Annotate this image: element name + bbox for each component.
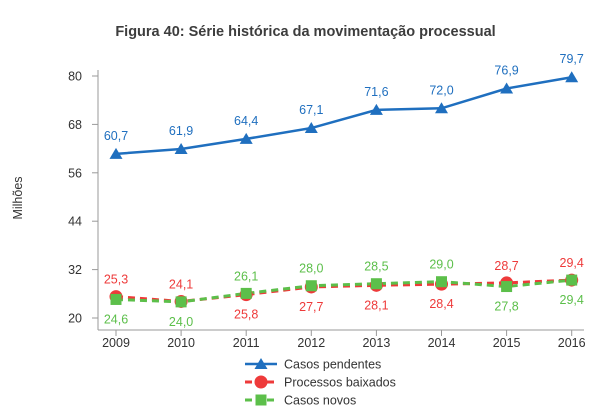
data-point-marker [436, 276, 447, 288]
data-label: 71,6 [364, 85, 388, 99]
data-label: 24,0 [169, 315, 193, 329]
data-label: 29,4 [560, 293, 584, 307]
x-tick-label: 2010 [167, 336, 195, 350]
data-label: 28,7 [494, 259, 518, 273]
data-label: 28,0 [299, 262, 323, 276]
y-tick-label: 56 [68, 166, 82, 180]
data-point-marker [174, 143, 188, 155]
data-point-marker [109, 147, 123, 159]
data-point-marker [370, 278, 382, 290]
y-axis-label: Milhões [11, 176, 25, 219]
series-line-casos-novos [115, 278, 572, 304]
data-point-marker [435, 102, 448, 114]
data-label: 25,3 [104, 273, 128, 287]
data-point-marker [566, 274, 578, 286]
chart-title: Figura 40: Série histórica da movimentaç… [115, 24, 496, 40]
legend-label: Casos novos [284, 394, 356, 408]
y-tick-label: 68 [68, 118, 82, 132]
x-tick-label: 2011 [233, 336, 260, 350]
legend-label: Casos pendentes [284, 358, 381, 372]
x-tick-label: 2016 [558, 336, 586, 350]
data-point-marker [175, 296, 187, 308]
legend-marker [254, 358, 268, 369]
y-tick-label: 32 [68, 263, 82, 277]
data-point-marker [240, 287, 252, 299]
data-label: 79,7 [560, 52, 584, 66]
data-label: 24,6 [104, 312, 128, 326]
x-tick-label: 2015 [493, 336, 521, 350]
data-label: 61,9 [169, 124, 193, 138]
data-label: 24,1 [169, 277, 193, 291]
y-tick-label: 80 [68, 70, 82, 84]
data-point-marker [110, 293, 122, 305]
data-label: 26,1 [234, 269, 258, 283]
data-label: 27,7 [299, 300, 323, 314]
data-point-marker [239, 132, 253, 144]
y-tick-label: 44 [68, 215, 82, 229]
data-label: 29,0 [429, 258, 453, 272]
x-tick-label: 2014 [428, 336, 456, 350]
x-tick-label: 2012 [297, 336, 325, 350]
data-point-marker [369, 103, 383, 115]
data-label: 72,0 [429, 83, 453, 97]
data-label: 25,8 [234, 308, 258, 322]
data-point-marker [305, 280, 317, 292]
data-point-marker [565, 71, 579, 83]
data-label: 27,8 [494, 300, 518, 314]
x-tick-label: 2009 [102, 336, 130, 350]
data-label: 60,7 [104, 129, 128, 143]
series-line-casos-pendentes [115, 75, 572, 156]
data-point-marker [501, 281, 513, 293]
legend-marker [255, 394, 267, 406]
legend-marker [254, 375, 268, 389]
data-label: 67,1 [299, 103, 323, 117]
data-label: 64,4 [234, 114, 258, 128]
y-tick-label: 20 [68, 312, 82, 326]
data-point-marker [304, 122, 318, 134]
data-point-marker [500, 82, 514, 94]
x-tick-label: 2013 [362, 336, 390, 350]
data-label: 76,9 [494, 64, 518, 78]
legend-label: Processos baixados [284, 376, 396, 390]
data-label: 28,1 [364, 298, 388, 312]
data-label: 28,5 [364, 260, 388, 274]
data-label: 29,4 [560, 256, 584, 270]
data-label: 28,4 [429, 297, 453, 311]
